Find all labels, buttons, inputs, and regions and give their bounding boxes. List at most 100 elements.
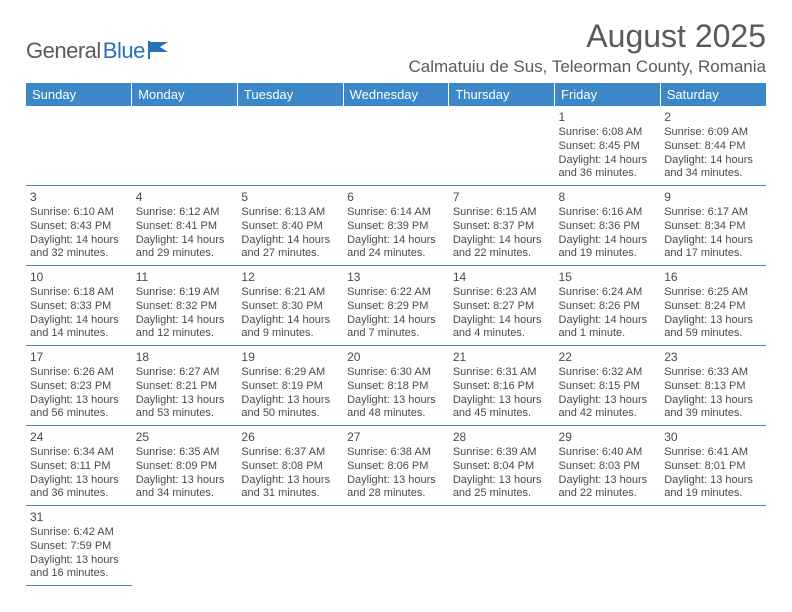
calendar-cell: 22Sunrise: 6:32 AMSunset: 8:15 PMDayligh… <box>555 346 661 426</box>
sunset-text: Sunset: 8:43 PM <box>30 220 128 234</box>
calendar-cell: 20Sunrise: 6:30 AMSunset: 8:18 PMDayligh… <box>343 346 449 426</box>
calendar-page: GeneralBlue August 2025 Calmatuiu de Sus… <box>0 0 792 586</box>
sunset-text: Sunset: 8:06 PM <box>347 460 445 474</box>
day-number: 12 <box>241 270 339 285</box>
weekday-header: Friday <box>555 83 661 106</box>
sunrise-text: Sunrise: 6:23 AM <box>453 286 551 300</box>
calendar-cell: 7Sunrise: 6:15 AMSunset: 8:37 PMDaylight… <box>449 186 555 266</box>
daylight-text: Daylight: 14 hours and 14 minutes. <box>30 314 128 342</box>
weekday-header: Tuesday <box>237 83 343 106</box>
day-number: 28 <box>453 430 551 445</box>
calendar-cell <box>555 506 661 586</box>
calendar-cell: 12Sunrise: 6:21 AMSunset: 8:30 PMDayligh… <box>237 266 343 346</box>
sunrise-text: Sunrise: 6:15 AM <box>453 206 551 220</box>
sunrise-text: Sunrise: 6:33 AM <box>664 366 762 380</box>
sunset-text: Sunset: 8:03 PM <box>559 460 657 474</box>
daylight-text: Daylight: 14 hours and 29 minutes. <box>136 234 234 262</box>
day-number: 16 <box>664 270 762 285</box>
sunset-text: Sunset: 7:59 PM <box>30 540 128 554</box>
logo-text-1: General <box>26 38 101 64</box>
daylight-text: Daylight: 13 hours and 56 minutes. <box>30 394 128 422</box>
calendar-cell: 15Sunrise: 6:24 AMSunset: 8:26 PMDayligh… <box>555 266 661 346</box>
day-number: 17 <box>30 350 128 365</box>
sunrise-text: Sunrise: 6:08 AM <box>559 126 657 140</box>
day-number: 10 <box>30 270 128 285</box>
calendar-cell: 9Sunrise: 6:17 AMSunset: 8:34 PMDaylight… <box>660 186 766 266</box>
calendar-cell: 31Sunrise: 6:42 AMSunset: 7:59 PMDayligh… <box>26 506 132 586</box>
calendar-cell: 17Sunrise: 6:26 AMSunset: 8:23 PMDayligh… <box>26 346 132 426</box>
day-number: 14 <box>453 270 551 285</box>
calendar-cell <box>449 506 555 586</box>
calendar-cell: 27Sunrise: 6:38 AMSunset: 8:06 PMDayligh… <box>343 426 449 506</box>
sunrise-text: Sunrise: 6:21 AM <box>241 286 339 300</box>
sunset-text: Sunset: 8:30 PM <box>241 300 339 314</box>
location-text: Calmatuiu de Sus, Teleorman County, Roma… <box>409 57 767 77</box>
sunset-text: Sunset: 8:23 PM <box>30 380 128 394</box>
sunset-text: Sunset: 8:29 PM <box>347 300 445 314</box>
sunset-text: Sunset: 8:34 PM <box>664 220 762 234</box>
sunset-text: Sunset: 8:24 PM <box>664 300 762 314</box>
day-number: 29 <box>559 430 657 445</box>
daylight-text: Daylight: 13 hours and 53 minutes. <box>136 394 234 422</box>
daylight-text: Daylight: 14 hours and 12 minutes. <box>136 314 234 342</box>
day-number: 5 <box>241 190 339 205</box>
daylight-text: Daylight: 13 hours and 45 minutes. <box>453 394 551 422</box>
sunset-text: Sunset: 8:32 PM <box>136 300 234 314</box>
sunrise-text: Sunrise: 6:19 AM <box>136 286 234 300</box>
calendar-cell: 24Sunrise: 6:34 AMSunset: 8:11 PMDayligh… <box>26 426 132 506</box>
calendar-cell: 29Sunrise: 6:40 AMSunset: 8:03 PMDayligh… <box>555 426 661 506</box>
calendar-cell: 10Sunrise: 6:18 AMSunset: 8:33 PMDayligh… <box>26 266 132 346</box>
sunrise-text: Sunrise: 6:22 AM <box>347 286 445 300</box>
flag-icon <box>148 41 170 59</box>
sunset-text: Sunset: 8:33 PM <box>30 300 128 314</box>
daylight-text: Daylight: 13 hours and 19 minutes. <box>664 474 762 502</box>
calendar-cell: 1Sunrise: 6:08 AMSunset: 8:45 PMDaylight… <box>555 106 661 186</box>
daylight-text: Daylight: 14 hours and 34 minutes. <box>664 154 762 182</box>
header: GeneralBlue August 2025 Calmatuiu de Sus… <box>26 18 766 77</box>
day-number: 22 <box>559 350 657 365</box>
sunrise-text: Sunrise: 6:16 AM <box>559 206 657 220</box>
calendar-cell <box>237 106 343 186</box>
sunset-text: Sunset: 8:08 PM <box>241 460 339 474</box>
day-number: 30 <box>664 430 762 445</box>
day-number: 11 <box>136 270 234 285</box>
calendar-cell <box>343 506 449 586</box>
calendar-cell <box>26 106 132 186</box>
calendar-body: 1Sunrise: 6:08 AMSunset: 8:45 PM Daylight… <box>26 106 766 586</box>
calendar-table: Sunday Monday Tuesday Wednesday Thursday… <box>26 83 766 586</box>
sunset-text: Sunset: 8:45 PM <box>559 140 657 154</box>
daylight-text: Daylight: 13 hours and 22 minutes. <box>559 474 657 502</box>
daylight-text: Daylight: 14 hours and 24 minutes. <box>347 234 445 262</box>
daylight-text: Daylight: 14 hours and 19 minutes. <box>559 234 657 262</box>
daylight-text: Daylight: 14 hours and 32 minutes. <box>30 234 128 262</box>
sunset-text: Sunset: 8:13 PM <box>664 380 762 394</box>
calendar-cell: 26Sunrise: 6:37 AMSunset: 8:08 PMDayligh… <box>237 426 343 506</box>
day-number: 1 <box>559 110 657 125</box>
weekday-header: Thursday <box>449 83 555 106</box>
sunrise-text: Sunrise: 6:24 AM <box>559 286 657 300</box>
daylight-text: Daylight: 14 hours and 1 minute. <box>559 314 657 342</box>
calendar-cell: 16Sunrise: 6:25 AMSunset: 8:24 PMDayligh… <box>660 266 766 346</box>
daylight-text: Daylight: 13 hours and 25 minutes. <box>453 474 551 502</box>
calendar-cell: 19Sunrise: 6:29 AMSunset: 8:19 PMDayligh… <box>237 346 343 426</box>
calendar-cell: 13Sunrise: 6:22 AMSunset: 8:29 PMDayligh… <box>343 266 449 346</box>
day-number: 19 <box>241 350 339 365</box>
calendar-cell: 2Sunrise: 6:09 AMSunset: 8:44 PMDaylight… <box>660 106 766 186</box>
day-number: 9 <box>664 190 762 205</box>
sunset-text: Sunset: 8:39 PM <box>347 220 445 234</box>
daylight-text: Daylight: 13 hours and 59 minutes. <box>664 314 762 342</box>
sunset-text: Sunset: 8:41 PM <box>136 220 234 234</box>
daylight-text: Daylight: 14 hours and 17 minutes. <box>664 234 762 262</box>
daylight-text: Daylight: 14 hours and 4 minutes. <box>453 314 551 342</box>
day-number: 20 <box>347 350 445 365</box>
calendar-cell <box>343 106 449 186</box>
calendar-cell: 25Sunrise: 6:35 AMSunset: 8:09 PMDayligh… <box>132 426 238 506</box>
daylight-text: Daylight: 14 hours and 9 minutes. <box>241 314 339 342</box>
sunset-text: Sunset: 8:37 PM <box>453 220 551 234</box>
calendar-cell: 21Sunrise: 6:31 AMSunset: 8:16 PMDayligh… <box>449 346 555 426</box>
day-number: 27 <box>347 430 445 445</box>
day-number: 13 <box>347 270 445 285</box>
calendar-cell: 6Sunrise: 6:14 AMSunset: 8:39 PMDaylight… <box>343 186 449 266</box>
sunset-text: Sunset: 8:01 PM <box>664 460 762 474</box>
day-number: 3 <box>30 190 128 205</box>
